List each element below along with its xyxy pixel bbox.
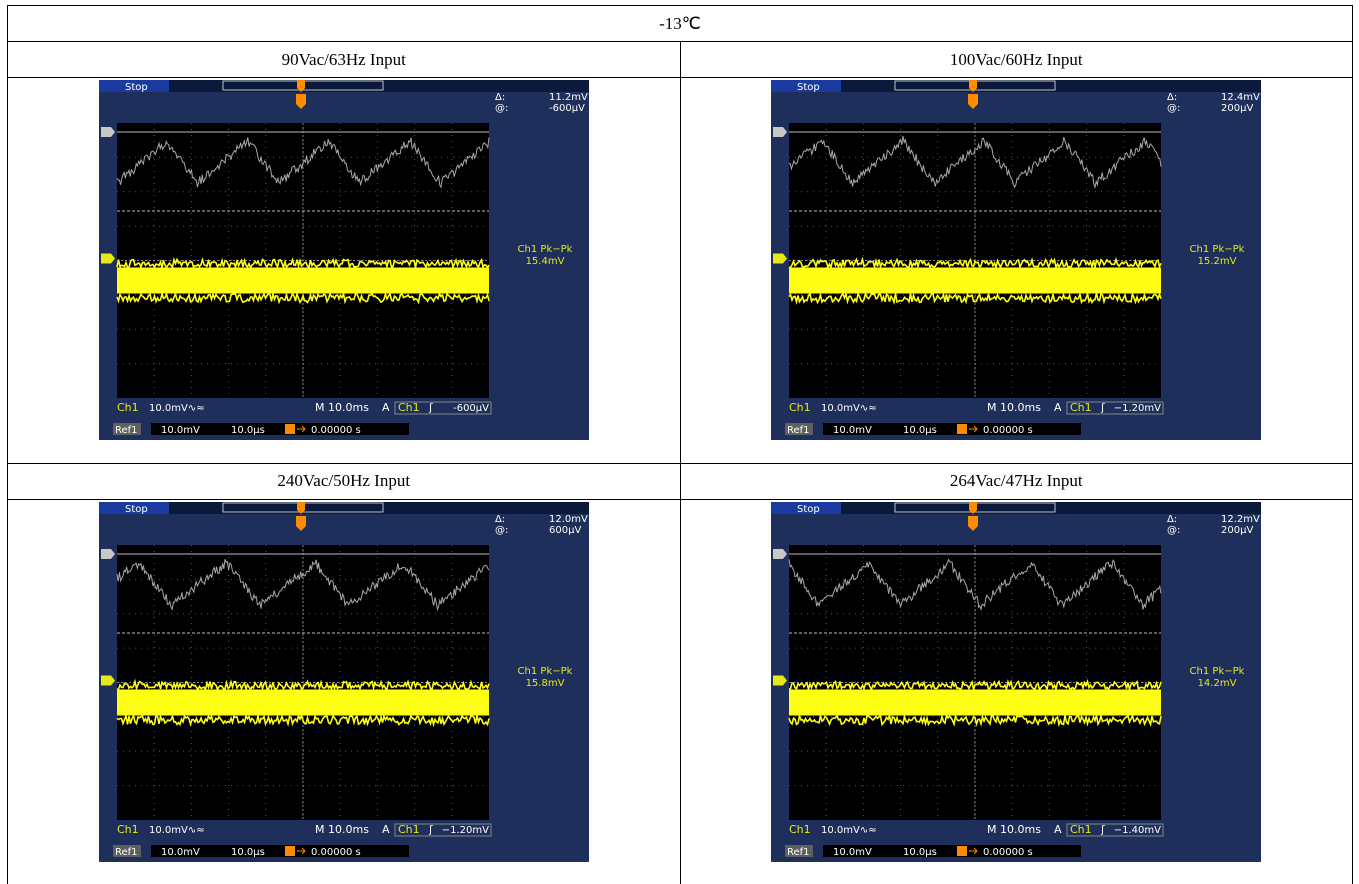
ref1-scale: 10.0mV bbox=[833, 847, 872, 858]
measurement-name: Ch1 Pk−Pk bbox=[517, 666, 572, 677]
cursor-at-value: -600μV bbox=[549, 103, 585, 114]
trigger-offset-icon bbox=[957, 424, 967, 434]
panel-label-4: 264Vac/47Hz Input bbox=[680, 463, 1353, 499]
ch1-label: Ch1 bbox=[117, 401, 139, 414]
trigger-mode: A bbox=[1054, 401, 1062, 414]
ref1-time: 10.0μs bbox=[903, 847, 937, 858]
trigger-slope-icon: ʃ bbox=[1100, 823, 1105, 836]
measurement-value: 15.8mV bbox=[525, 678, 564, 689]
scope-cell-2: Stop Δ: 12.4mV @: 200μV Ch1 Pk−Pk 15.2mV Ch1 10.… bbox=[680, 78, 1353, 463]
trigger-slope-icon: ʃ bbox=[428, 401, 433, 414]
ref1-time: 10.0μs bbox=[903, 425, 937, 436]
trigger-offset-icon bbox=[285, 424, 295, 434]
ref1-label: Ref1 bbox=[787, 425, 810, 436]
trigger-slope-icon: ʃ bbox=[428, 823, 433, 836]
panel-label-2: 100Vac/60Hz Input bbox=[680, 42, 1353, 78]
acquisition-status: Stop bbox=[125, 504, 148, 515]
cursor-at-value: 200μV bbox=[1221, 525, 1253, 536]
ch1-label: Ch1 bbox=[789, 823, 811, 836]
ref1-time: 10.0μs bbox=[231, 425, 265, 436]
ref1-scale: 10.0mV bbox=[161, 847, 200, 858]
cursor-at-label: @: bbox=[1167, 525, 1180, 536]
cursor-delta-value: 12.4mV bbox=[1221, 92, 1260, 103]
acquisition-status: Stop bbox=[797, 504, 820, 515]
ch1-scale: 10.0mV∿≈ bbox=[149, 403, 205, 414]
trigger-offset-icon bbox=[285, 846, 295, 856]
cursor-delta-value: 12.0mV bbox=[549, 514, 588, 525]
trigger-slope-icon: ʃ bbox=[1100, 401, 1105, 414]
trigger-source: Ch1 bbox=[398, 401, 420, 414]
ref1-position: 0.00000 s bbox=[311, 425, 361, 436]
timebase-readout: M 10.0ms bbox=[315, 401, 369, 414]
cursor-delta-value: 11.2mV bbox=[549, 92, 588, 103]
cursor-delta-label: Δ: bbox=[1167, 514, 1177, 525]
trigger-level: -600μV bbox=[453, 403, 489, 414]
report-table: -13℃ 90Vac/63Hz Input 100Vac/60Hz Input … bbox=[7, 5, 1353, 884]
cursor-delta-value: 12.2mV bbox=[1221, 514, 1260, 525]
cursor-at-label: @: bbox=[495, 525, 508, 536]
ref1-scale: 10.0mV bbox=[833, 425, 872, 436]
ref1-scale: 10.0mV bbox=[161, 425, 200, 436]
ref1-label: Ref1 bbox=[115, 847, 138, 858]
trigger-level: −1.20mV bbox=[1114, 403, 1161, 414]
trigger-source: Ch1 bbox=[1070, 401, 1092, 414]
timebase-readout: M 10.0ms bbox=[315, 823, 369, 836]
trigger-mode: A bbox=[382, 823, 390, 836]
scope-cell-1: Stop Δ: 11.2mV @: -600μV Ch1 Pk−Pk 15.4mV Ch1 10… bbox=[8, 78, 681, 463]
trigger-source: Ch1 bbox=[1070, 823, 1092, 836]
panel-label-1: 90Vac/63Hz Input bbox=[8, 42, 681, 78]
measurement-name: Ch1 Pk−Pk bbox=[1190, 244, 1245, 255]
measurement-name: Ch1 Pk−Pk bbox=[1190, 666, 1245, 677]
table-title: -13℃ bbox=[8, 6, 1353, 42]
measurement-name: Ch1 Pk−Pk bbox=[517, 244, 572, 255]
acquisition-status: Stop bbox=[125, 82, 148, 93]
trigger-mode: A bbox=[1054, 823, 1062, 836]
timebase-readout: M 10.0ms bbox=[987, 401, 1041, 414]
trigger-mode: A bbox=[382, 401, 390, 414]
cursor-at-label: @: bbox=[1167, 103, 1180, 114]
trigger-level: −1.40mV bbox=[1114, 825, 1161, 836]
ch1-scale: 10.0mV∿≈ bbox=[821, 825, 877, 836]
ref1-label: Ref1 bbox=[787, 847, 810, 858]
trigger-source: Ch1 bbox=[398, 823, 420, 836]
cursor-at-value: 200μV bbox=[1221, 103, 1253, 114]
scope-cell-4: Stop Δ: 12.2mV @: 200μV Ch1 Pk−Pk 14.2mV Ch1 10.… bbox=[680, 499, 1353, 884]
acquisition-status: Stop bbox=[797, 82, 820, 93]
measurement-value: 15.2mV bbox=[1198, 256, 1237, 267]
ref1-position: 0.00000 s bbox=[983, 425, 1033, 436]
cursor-delta-label: Δ: bbox=[495, 92, 505, 103]
panel-label-3: 240Vac/50Hz Input bbox=[8, 463, 681, 499]
ref1-position: 0.00000 s bbox=[983, 847, 1033, 858]
ref1-position: 0.00000 s bbox=[311, 847, 361, 858]
measurement-value: 14.2mV bbox=[1198, 678, 1237, 689]
measurement-value: 15.4mV bbox=[525, 256, 564, 267]
cursor-delta-label: Δ: bbox=[495, 514, 505, 525]
cursor-delta-label: Δ: bbox=[1167, 92, 1177, 103]
cursor-at-value: 600μV bbox=[549, 525, 581, 536]
scope-cell-3: Stop Δ: 12.0mV @: 600μV Ch1 Pk−Pk 15.8mV Ch1 10.… bbox=[8, 499, 681, 884]
ref1-time: 10.0μs bbox=[231, 847, 265, 858]
ch1-label: Ch1 bbox=[789, 401, 811, 414]
trigger-offset-icon bbox=[957, 846, 967, 856]
cursor-at-label: @: bbox=[495, 103, 508, 114]
ref1-label: Ref1 bbox=[115, 425, 138, 436]
ch1-label: Ch1 bbox=[117, 823, 139, 836]
ch1-scale: 10.0mV∿≈ bbox=[149, 825, 205, 836]
trigger-level: −1.20mV bbox=[442, 825, 489, 836]
ch1-scale: 10.0mV∿≈ bbox=[821, 403, 877, 414]
timebase-readout: M 10.0ms bbox=[987, 823, 1041, 836]
